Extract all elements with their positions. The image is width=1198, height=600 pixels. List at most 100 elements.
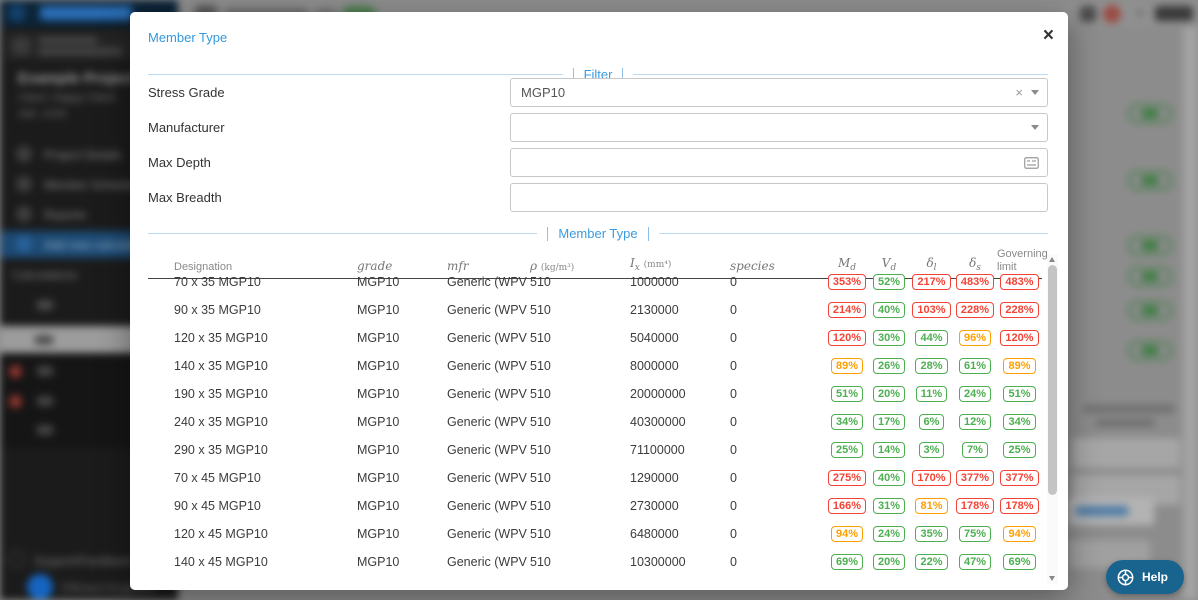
blurred-text-line	[1095, 419, 1155, 427]
governing-limit-badge: 377%	[1000, 470, 1039, 486]
calculations-section-label: Calculations	[12, 268, 78, 282]
table-row[interactable]: 140 x 35 MGP10 MGP10 Generic (WPV stanc …	[148, 352, 1042, 380]
chevron-down-icon[interactable]	[1031, 90, 1039, 95]
chevron-down-icon[interactable]	[1031, 125, 1039, 130]
reports-icon	[16, 206, 32, 222]
cell-mfr: Generic (WPV stanc	[447, 555, 530, 569]
col-header-species: species	[730, 259, 775, 274]
utilisation-badge: 353%	[827, 274, 867, 290]
utilisation-badge: 7%	[962, 442, 988, 458]
utilisation-badge: 20%	[872, 554, 906, 570]
scrollbar-thumb[interactable]	[1048, 265, 1057, 495]
cell-mfr: Generic (WPV stanc	[447, 443, 530, 457]
manufacturer-select[interactable]	[510, 113, 1048, 142]
error-dot-icon	[9, 395, 22, 408]
table-row[interactable]: 70 x 45 MGP10 MGP10 Generic (WPV stanc 5…	[148, 464, 1042, 492]
utilisation-badge: 89%	[830, 358, 864, 374]
max-depth-input[interactable]	[510, 148, 1048, 177]
cell-mfr: Generic (WPV stanc	[447, 275, 530, 289]
cell-species: 0	[730, 471, 737, 485]
cell-mfr: Generic (WPV stanc	[447, 359, 530, 373]
blurred-input	[1072, 438, 1180, 468]
table-row[interactable]: 120 x 35 MGP10 MGP10 Generic (WPV stanc …	[148, 324, 1042, 352]
utilisation-badge: 228%	[955, 302, 995, 318]
cell-designation: 70 x 35 MGP10	[174, 275, 261, 289]
cell-rho: 510	[530, 443, 551, 457]
add-calculation-icon	[16, 236, 32, 252]
table-row[interactable]: 140 x 45 MGP10 MGP10 Generic (WPV stanc …	[148, 548, 1042, 576]
utilisation-badge: 483%	[955, 274, 995, 290]
blurred-status-badge	[1128, 301, 1172, 320]
cell-designation: 120 x 35 MGP10	[174, 331, 268, 345]
help-button-label: Help	[1141, 570, 1168, 584]
utilisation-badge: 14%	[872, 442, 906, 458]
stress-grade-select[interactable]: MGP10 ×	[510, 78, 1048, 107]
cell-grade: MGP10	[357, 415, 400, 429]
cell-designation: 90 x 35 MGP10	[174, 303, 261, 317]
utilisation-badge: 26%	[872, 358, 906, 374]
utilisation-badge: 47%	[958, 554, 992, 570]
table-row[interactable]: 290 x 35 MGP10 MGP10 Generic (WPV stanc …	[148, 436, 1042, 464]
table-row[interactable]: 70 x 35 MGP10 MGP10 Generic (WPV stanc 5…	[148, 268, 1042, 296]
grid-input-icon	[1024, 156, 1039, 169]
modal-title: Member Type	[148, 30, 228, 45]
stress-grade-row: Stress Grade MGP10 ×	[148, 78, 1048, 107]
manufacturer-row: Manufacturer	[148, 113, 1048, 142]
utilisation-badge: 28%	[915, 358, 948, 374]
utilisation-badge: 81%	[915, 498, 948, 514]
cell-designation: 140 x 45 MGP10	[174, 555, 268, 569]
max-breadth-row: Max Breadth	[148, 183, 1048, 212]
cell-mfr: Generic (WPV stanc	[447, 303, 530, 317]
cell-designation: 140 x 35 MGP10	[174, 359, 268, 373]
utilisation-badge: 20%	[872, 386, 906, 402]
utilisation-badge: 11%	[915, 386, 948, 402]
utilisation-badge: 214%	[827, 302, 867, 318]
cell-ix: 1290000	[630, 471, 679, 485]
governing-limit-badge: 94%	[1003, 526, 1036, 542]
cell-species: 0	[730, 331, 737, 345]
max-breadth-input[interactable]	[510, 183, 1048, 212]
governing-limit-badge: 120%	[1000, 330, 1039, 346]
blurred-status-badge	[1128, 104, 1172, 123]
cell-ix: 6480000	[630, 527, 679, 541]
max-depth-row: Max Depth	[148, 148, 1048, 177]
member-schedule-icon	[16, 176, 32, 192]
utilisation-badge: 34%	[830, 414, 864, 430]
close-icon[interactable]: ×	[1042, 25, 1054, 46]
cell-species: 0	[730, 415, 737, 429]
table-row[interactable]: 90 x 45 MGP10 MGP10 Generic (WPV stanc 5…	[148, 492, 1042, 520]
cell-ix: 71100000	[630, 443, 685, 457]
utilisation-badge: 61%	[958, 358, 992, 374]
cell-ix: 2130000	[630, 303, 679, 317]
table-row[interactable]: 90 x 35 MGP10 MGP10 Generic (WPV stanc 5…	[148, 296, 1042, 324]
table-row[interactable]: 120 x 45 MGP10 MGP10 Generic (WPV stanc …	[148, 520, 1042, 548]
help-button[interactable]: Help	[1105, 560, 1184, 594]
cell-mfr: Generic (WPV stanc	[447, 499, 530, 513]
cell-ix: 8000000	[630, 359, 679, 373]
blurred-status-badge	[1128, 171, 1172, 190]
table-row[interactable]: 240 x 35 MGP10 MGP10 Generic (WPV stanc …	[148, 408, 1042, 436]
cell-rho: 510	[530, 415, 551, 429]
blurred-dropdown	[1068, 497, 1154, 525]
table-row[interactable]: 190 x 35 MGP10 MGP10 Generic (WPV stanc …	[148, 380, 1042, 408]
col-header-grade: grade	[357, 259, 393, 274]
cell-rho: 510	[530, 331, 551, 345]
utilisation-badge: 22%	[915, 554, 948, 570]
utilisation-badge: 30%	[872, 330, 906, 346]
utilisation-badge: 24%	[872, 526, 906, 542]
col-header-md: Md	[837, 256, 857, 274]
scroll-up-icon[interactable]	[1049, 257, 1055, 262]
utilisation-badge: 24%	[958, 386, 992, 402]
cell-rho: 510	[530, 555, 551, 569]
app-logo-text	[40, 6, 132, 20]
governing-limit-badge: 483%	[1000, 274, 1039, 290]
scroll-down-icon[interactable]	[1049, 576, 1055, 581]
cell-mfr: Generic (WPV stanc	[447, 415, 530, 429]
job-line: Job: 1234	[18, 108, 67, 120]
utilisation-badge: 217%	[912, 274, 951, 290]
clear-icon[interactable]: ×	[1015, 85, 1023, 100]
col-header-ds: δs	[969, 256, 981, 274]
member-type-modal: Member Type × Filter Stress Grade MGP10 …	[130, 12, 1068, 590]
table-scrollbar[interactable]	[1047, 254, 1058, 584]
